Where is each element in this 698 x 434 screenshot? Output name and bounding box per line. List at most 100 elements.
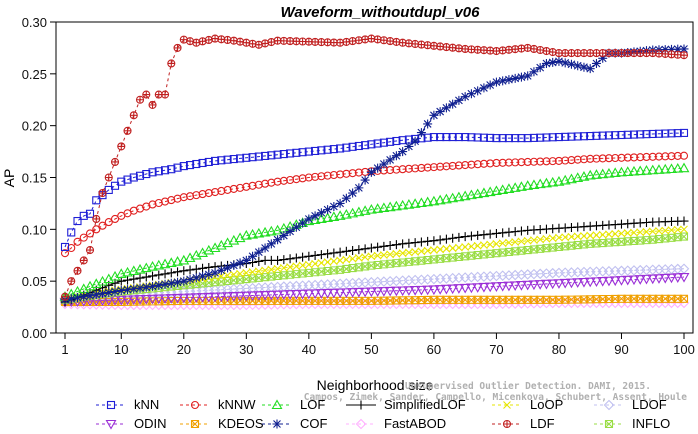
data-point <box>348 37 357 46</box>
data-point <box>497 184 509 194</box>
data-point <box>617 130 626 140</box>
data-point <box>648 129 657 139</box>
data-point <box>154 167 163 176</box>
data-point <box>311 146 320 156</box>
data-point <box>167 59 176 68</box>
data-point <box>310 250 320 260</box>
data-point <box>271 399 283 410</box>
data-point <box>67 243 76 253</box>
chart-title: Waveform_withoutdupl_v06 <box>281 4 481 21</box>
data-point <box>523 236 532 245</box>
legend-label: ODIN <box>134 416 167 431</box>
data-point <box>385 155 395 165</box>
data-point <box>423 246 432 255</box>
data-point <box>255 41 263 49</box>
data-point <box>148 168 157 177</box>
data-point <box>434 285 446 295</box>
data-point <box>115 295 127 306</box>
data-point <box>498 46 507 55</box>
data-point <box>91 290 101 300</box>
data-point <box>442 244 451 253</box>
data-point <box>361 35 370 44</box>
data-point <box>436 133 445 142</box>
data-point <box>579 62 589 72</box>
data-point <box>398 136 407 145</box>
data-point <box>248 251 258 261</box>
data-point <box>217 35 226 44</box>
data-point <box>509 281 521 292</box>
data-point <box>172 256 183 266</box>
data-point <box>148 100 157 109</box>
data-point <box>398 239 408 249</box>
data-point <box>142 169 151 179</box>
data-point <box>110 157 120 166</box>
data-point <box>484 282 496 293</box>
data-point <box>85 209 95 218</box>
data-point <box>473 133 482 142</box>
data-point <box>335 247 345 257</box>
data-point <box>511 238 520 246</box>
data-point <box>680 51 688 59</box>
data-point <box>236 183 245 192</box>
data-point <box>79 256 88 265</box>
data-point <box>586 154 595 163</box>
data-point <box>117 177 126 186</box>
data-point <box>190 400 200 410</box>
data-point <box>440 193 452 204</box>
data-point <box>134 295 146 305</box>
data-point <box>592 154 601 163</box>
data-point <box>286 263 294 271</box>
data-point <box>529 133 538 142</box>
data-point <box>417 247 426 256</box>
data-point <box>85 291 95 301</box>
data-point <box>373 163 383 173</box>
data-point <box>292 262 301 271</box>
data-point <box>292 175 301 184</box>
data-point <box>517 134 526 143</box>
data-point <box>247 228 259 239</box>
data-point <box>673 129 682 138</box>
data-point <box>673 44 683 54</box>
data-point <box>435 235 445 245</box>
data-point <box>404 141 414 151</box>
data-point <box>459 283 471 294</box>
data-point <box>453 284 465 294</box>
data-point <box>234 291 246 302</box>
data-point <box>511 45 520 54</box>
data-point <box>365 287 377 298</box>
data-point <box>584 277 596 288</box>
data-point <box>261 266 269 275</box>
data-point <box>459 190 471 201</box>
legend-item-ldof: LDOF <box>594 397 667 412</box>
data-point <box>448 99 458 109</box>
data-point <box>198 263 208 273</box>
data-point <box>186 192 195 201</box>
data-point <box>192 191 201 200</box>
data-point <box>511 158 520 167</box>
legend-item-knnw: kNNW <box>180 397 256 412</box>
legend-label: KDEOS <box>218 416 264 431</box>
data-point <box>241 255 251 265</box>
data-point <box>166 278 176 288</box>
data-point <box>529 67 539 77</box>
legend-label: kNNW <box>218 397 256 412</box>
data-point <box>373 242 383 252</box>
data-point <box>348 254 357 263</box>
data-point <box>490 282 502 292</box>
data-point <box>323 258 332 266</box>
data-point <box>679 51 689 60</box>
data-point <box>385 241 395 251</box>
data-point <box>267 178 276 187</box>
data-point <box>204 270 214 280</box>
data-point <box>134 263 146 274</box>
data-point <box>142 90 151 99</box>
data-point <box>611 153 620 163</box>
data-point <box>273 264 282 273</box>
data-point <box>448 43 457 52</box>
data-point <box>217 272 226 281</box>
data-point <box>479 83 489 93</box>
data-point <box>486 133 495 142</box>
data-point <box>405 248 413 257</box>
data-point <box>116 276 126 286</box>
